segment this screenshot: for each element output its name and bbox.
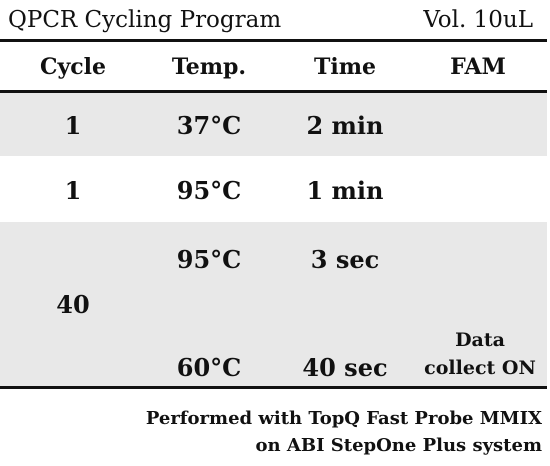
footer-note: Performed with TopQ Fast Probe MMIX on A… bbox=[146, 405, 542, 459]
header-fam: FAM bbox=[450, 54, 506, 80]
row-3-step-1-time: 3 sec bbox=[310, 245, 380, 274]
row-3-background bbox=[0, 222, 547, 386]
row-2-time: 1 min bbox=[306, 176, 384, 205]
row-3-step-2-time: 40 sec bbox=[302, 353, 388, 382]
header-temp: Temp. bbox=[171, 54, 247, 80]
row-1-cycle: 1 bbox=[64, 111, 82, 140]
title-row: QPCR Cycling Program Vol. 10uL bbox=[0, 0, 550, 40]
header-time: Time bbox=[313, 54, 376, 80]
row-1-temp: 37°C bbox=[176, 111, 242, 140]
row-3-cycle: 40 bbox=[56, 290, 90, 319]
top-rule bbox=[0, 39, 547, 42]
row-1-time: 2 min bbox=[306, 111, 384, 140]
page-title: QPCR Cycling Program bbox=[8, 7, 282, 33]
row-2-temp: 95°C bbox=[176, 176, 242, 205]
row-3-step-2-temp: 60°C bbox=[176, 353, 242, 382]
volume-label: Vol. 10uL bbox=[423, 7, 533, 33]
header-rule bbox=[0, 90, 547, 93]
row-3-step-1-temp: 95°C bbox=[176, 245, 242, 274]
fam-note-line-1: Data bbox=[455, 329, 505, 351]
footer-line-2: on ABI StepOne Plus system bbox=[255, 435, 542, 456]
fam-data-collect-note: Data collect ON bbox=[410, 326, 550, 382]
header-cycle: Cycle bbox=[39, 54, 107, 80]
fam-note-line-2: collect ON bbox=[424, 357, 536, 379]
row-1-background bbox=[0, 93, 547, 156]
footer-line-1: Performed with TopQ Fast Probe MMIX bbox=[145, 408, 542, 429]
bottom-rule bbox=[0, 386, 547, 389]
row-2-cycle: 1 bbox=[64, 176, 82, 205]
